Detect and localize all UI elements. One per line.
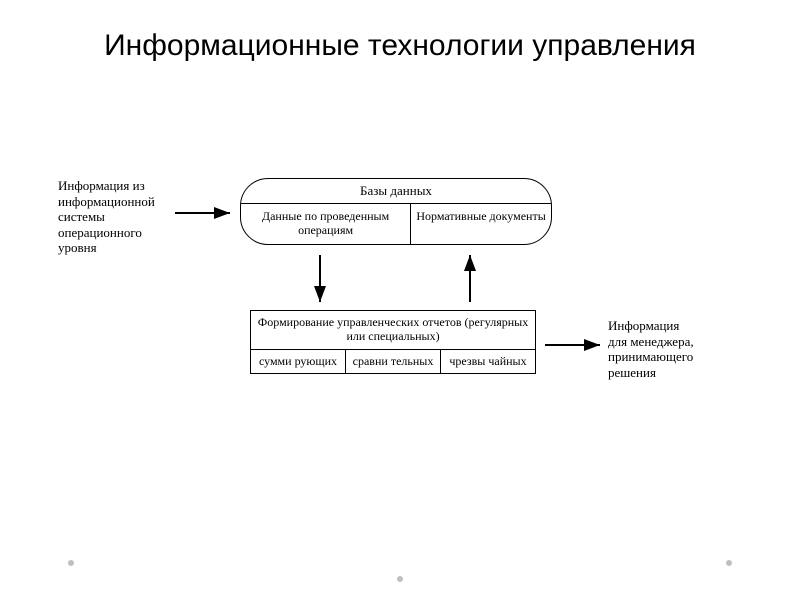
arrows-layer	[0, 0, 800, 600]
slide: Информационные технологии управления Инф…	[0, 0, 800, 600]
decor-dot	[397, 576, 403, 582]
decor-dot	[68, 560, 74, 566]
decor-dot	[726, 560, 732, 566]
